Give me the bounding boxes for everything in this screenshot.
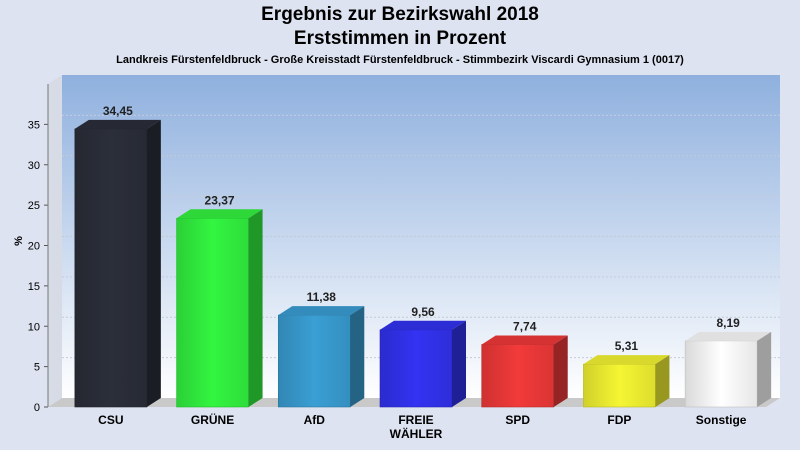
bar-side [553,335,568,407]
bar-front [684,340,758,408]
y-tick-label: 5 [34,362,40,374]
bar [481,335,568,408]
plot-left-wall [48,75,62,407]
x-tick-label: FREIE [398,413,433,427]
chart-subtitle-main: Erststimmen in Prozent [293,28,507,49]
bar-top [74,119,161,129]
bar-front [481,344,555,408]
bar-side [248,209,263,407]
x-tick-label: CSU [98,413,123,427]
bar-value-label: 34,45 [103,104,133,118]
chart-subtitle: Landkreis Fürstenfeldbruck - Große Kreis… [116,54,684,66]
bar [277,306,365,408]
x-tick-label: SPD [505,413,530,427]
bar-top [176,209,263,219]
y-tick-label: 20 [28,241,40,253]
bar-value-label: 23,37 [205,193,235,207]
chart-title: Ergebnis zur Bezirkswahl 2018 [261,4,539,25]
y-axis-label: % [13,236,25,246]
bar-side [452,320,466,407]
x-tick-label: GRÜNE [191,412,234,427]
bar [684,331,772,408]
x-tick-label: AfD [304,413,326,427]
bar-side [655,355,670,407]
bar-top [380,320,466,330]
bar-front [277,314,351,408]
bar [74,119,161,408]
x-tick-label: FDP [607,413,631,427]
bar-top [481,335,568,345]
bar-side [146,119,161,407]
bar-value-label: 5,31 [615,339,639,353]
bar-top [583,355,670,365]
bar-side [757,331,772,407]
bar-top [278,306,365,316]
bar-front [176,217,249,408]
y-tick-label: 15 [28,281,40,293]
bar [176,209,263,408]
x-tick-label: Sonstige [696,413,747,427]
bar [583,355,670,408]
bar [379,320,466,408]
y-tick-label: 0 [34,402,40,414]
y-tick-label: 10 [28,321,40,333]
bar-top [685,331,772,341]
y-tick-label: 25 [28,200,40,212]
bar-value-label: 11,38 [307,290,337,304]
y-tick-label: 35 [28,119,40,131]
bar-value-label: 7,74 [513,319,537,333]
bar-value-label: 9,56 [411,305,435,319]
x-tick-label: WÄHLER [390,426,443,441]
bar-front [379,329,453,408]
bar-front [74,128,148,408]
bar-value-label: 8,19 [716,316,740,330]
bar-side [350,306,365,407]
y-tick-label: 30 [28,160,40,172]
bar-front [583,363,656,408]
